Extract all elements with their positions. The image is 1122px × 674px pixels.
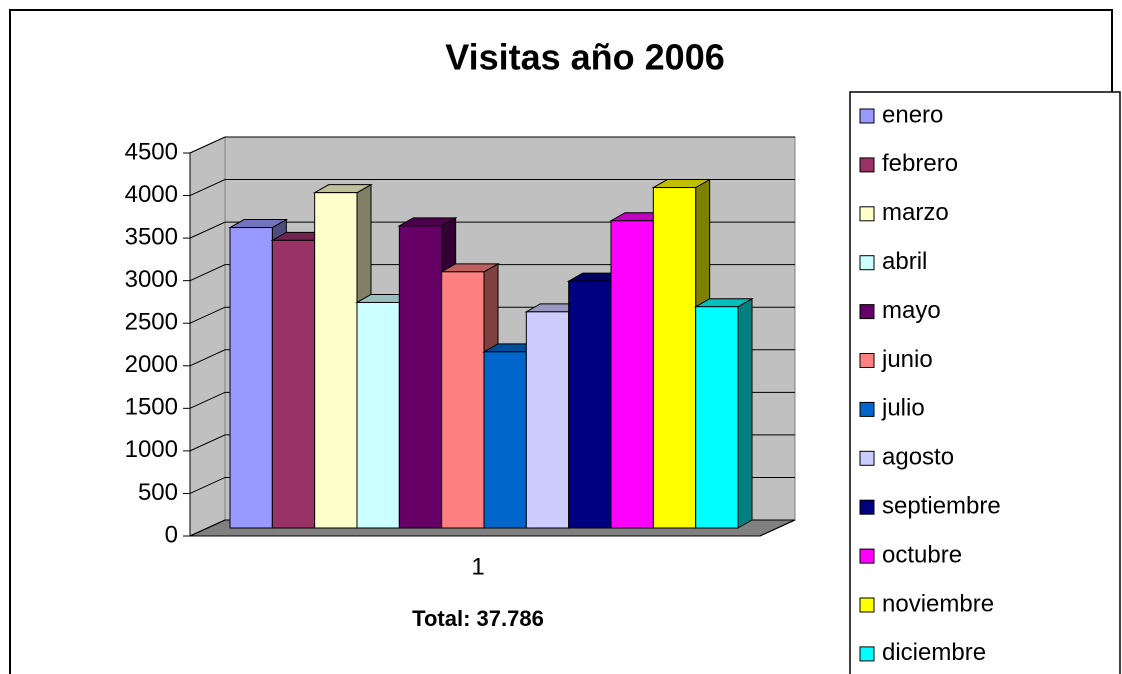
legend-label: marzo: [882, 199, 949, 226]
legend-swatch: [859, 548, 875, 564]
bar: [314, 192, 358, 529]
legend-swatch: [859, 401, 875, 417]
bar: [356, 301, 400, 529]
legend-label: septiembre: [882, 493, 1001, 520]
y-tick-label: 3000: [125, 266, 178, 293]
grid-line: [189, 179, 795, 197]
legend-swatch: [859, 108, 875, 124]
y-tick-label: 1500: [125, 394, 178, 421]
bar: [695, 306, 739, 529]
bar: [652, 187, 697, 529]
y-tick-label: 2500: [125, 309, 178, 336]
bar: [271, 239, 316, 529]
y-tick-label: 4500: [125, 138, 178, 165]
legend-swatch: [859, 157, 875, 173]
bar-side: [737, 297, 753, 529]
x-tick-label: 1: [471, 553, 484, 580]
legend-swatch: [859, 353, 875, 368]
legend-label: diciembre: [882, 639, 986, 666]
x-axis-back: [759, 519, 796, 537]
y-tick-label: 0: [165, 521, 178, 548]
legend-label: junio: [881, 346, 933, 373]
bar: [525, 311, 570, 529]
side-wall: [189, 136, 226, 537]
chart-border: [9, 9, 1113, 674]
y-tick-label: 4000: [125, 181, 178, 208]
legend-swatch: [859, 450, 875, 466]
grid-line: [189, 136, 795, 154]
legend-swatch: [859, 499, 875, 515]
y-tick-label: 1000: [125, 436, 178, 463]
chart-title: Visitas año 2006: [445, 37, 725, 78]
legend-swatch: [859, 646, 875, 662]
legend-box: [849, 91, 1121, 674]
grid-line: [189, 264, 795, 282]
bar: [483, 351, 527, 529]
y-tick-label: 500: [138, 479, 178, 506]
legend-label: enero: [882, 101, 943, 128]
y-tick-label: 3500: [125, 223, 178, 250]
bar: [441, 271, 485, 529]
legend-swatch: [859, 206, 875, 222]
legend-label: mayo: [882, 297, 941, 324]
bar: [568, 280, 612, 529]
legend-swatch: [859, 255, 875, 271]
legend-label: abril: [882, 248, 927, 275]
legend-label: febrero: [882, 150, 958, 177]
legend-label: octubre: [882, 541, 962, 568]
bar: [398, 225, 443, 529]
grid-line: [189, 221, 795, 239]
legend-swatch: [859, 597, 875, 613]
bar: [610, 220, 654, 529]
bar: [229, 227, 273, 529]
y-tick-label: 2000: [125, 351, 178, 378]
legend-swatch: [859, 304, 875, 320]
legend-label: noviembre: [882, 590, 994, 617]
annotation: Total: 37.786: [412, 606, 544, 631]
legend-label: agosto: [882, 444, 954, 471]
legend-label: julio: [881, 395, 925, 422]
